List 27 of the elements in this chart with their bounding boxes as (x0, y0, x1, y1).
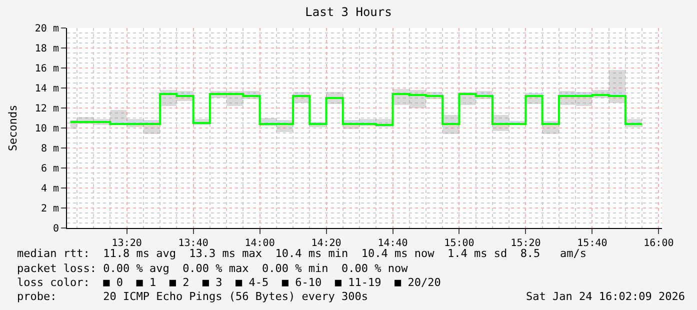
text: packet loss: 0.00 % avg 0.00 % max 0.00 % min 0.00 % now (17, 262, 408, 275)
x-tick-label: 15:20 (510, 238, 541, 249)
y-tick-label: 14 m (34, 84, 59, 94)
x-tick-label: 15:40 (577, 238, 608, 249)
y-tick-label: 18 m (34, 44, 59, 54)
y-tick-label: 16 m (34, 64, 59, 74)
y-tick-label: 10 m (34, 124, 59, 134)
y-tick-label: 0 (52, 224, 59, 234)
x-tick-label: 13:40 (178, 238, 208, 249)
y-tick-label: 2 m (40, 204, 59, 214)
x-tick-label: 14:00 (244, 238, 275, 249)
text: median rtt: 11.8 ms avg 13.3 ms max 10.4 ms min 10.4 ms now 1.4 ms sd 8.5 am/s (17, 247, 587, 260)
x-tick-label: 13:20 (112, 238, 142, 249)
y-tick-label: 6 m (40, 164, 59, 174)
y-tick-label: 20 m (34, 24, 59, 34)
x-tick-label: 16:00 (644, 238, 674, 249)
y-tick-label: 8 m (40, 144, 59, 154)
text: Sat Jan 24 16:02:09 2026 (526, 290, 685, 303)
x-tick-label: 14:20 (311, 238, 342, 249)
x-tick-label: 15:00 (444, 238, 474, 249)
y-tick-label: 12 m (34, 104, 59, 114)
text: loss color: ■ 0 ■ 1 ■ 2 ■ 3 ■ 4-5 ■ 6-10 ■ 11-19 ■ 20/20 (17, 276, 441, 289)
chart-title: Last 3 Hours (305, 5, 392, 20)
x-tick-label: 14:40 (378, 238, 408, 249)
text: probe: 20 ICMP Echo Pings (56 Bytes) every 300s (17, 290, 368, 303)
y-axis-title: Seconds (6, 104, 20, 152)
y-tick-label: 4 m (40, 184, 59, 194)
